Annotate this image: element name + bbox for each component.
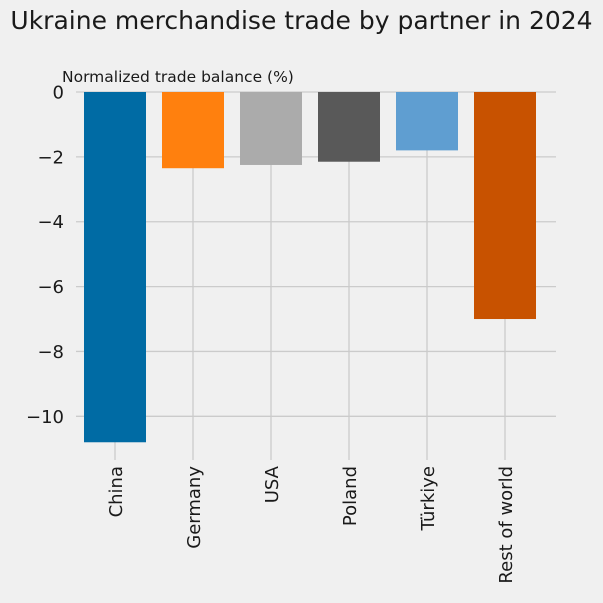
x-tick-label: USA (262, 465, 283, 503)
x-tick-label: China (106, 466, 127, 517)
chart-title: Ukraine merchandise trade by partner in … (10, 6, 592, 35)
y-axis-label: Normalized trade balance (%) (62, 68, 294, 86)
bar-germany (162, 92, 224, 169)
y-tick-label: −6 (37, 277, 64, 298)
x-tick-label: Rest of world (496, 466, 517, 584)
x-tick-labels: China Germany USA Poland Türkiye Rest of worl… (106, 465, 517, 583)
x-tick-label: Türkiye (418, 466, 439, 532)
bar-china (84, 92, 146, 443)
bar-rest-of-world (474, 92, 536, 320)
y-tick-label: −2 (37, 147, 64, 168)
y-tick-label: −10 (26, 407, 64, 428)
bars (84, 92, 536, 443)
y-tick-label: −4 (37, 212, 64, 233)
y-tick-label: 0 (53, 83, 64, 104)
x-tick-label: Poland (340, 466, 361, 526)
y-tick-label: −8 (37, 342, 64, 363)
y-tick-labels: 0 −2 −4 −6 −8 −10 (26, 83, 64, 428)
x-tick-label: Germany (184, 466, 205, 549)
bar-poland (318, 92, 380, 162)
bar-t-rkiye (396, 92, 458, 151)
bar-usa (240, 92, 302, 165)
